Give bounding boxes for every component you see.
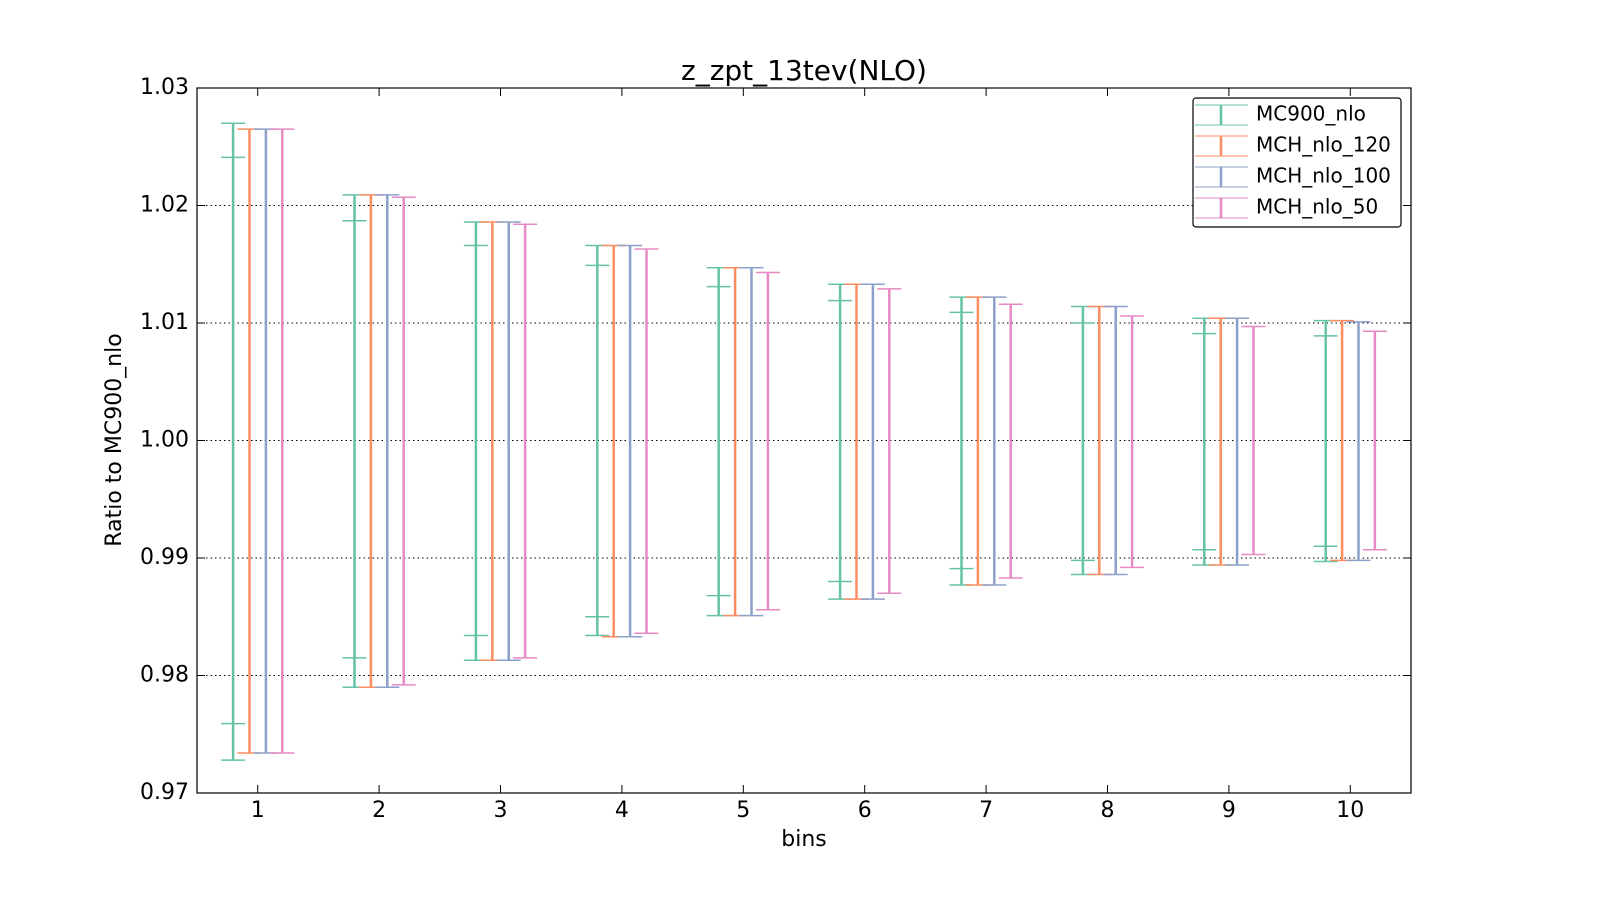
x-tick-label: 7 (979, 798, 993, 823)
x-tick-label: 2 (372, 798, 386, 823)
y-tick-label: 1.00 (140, 428, 189, 453)
x-tick-label: 3 (494, 798, 508, 823)
y-tick-label: 0.97 (140, 780, 189, 805)
x-tick-label: 10 (1336, 798, 1364, 823)
x-tick-label: 9 (1222, 798, 1236, 823)
y-tick-label: 1.02 (140, 193, 189, 218)
legend-label: MCH_nlo_50 (1256, 195, 1378, 219)
x-tick-label: 4 (615, 798, 629, 823)
x-tick-label: 8 (1101, 798, 1115, 823)
x-axis-label: bins (781, 827, 826, 852)
y-tick-label: 1.01 (140, 310, 189, 335)
y-tick-label: 0.98 (140, 663, 189, 688)
plot-frame (196, 87, 1412, 794)
legend-label: MC900_nlo (1256, 102, 1366, 126)
legend-label: MCH_nlo_100 (1256, 164, 1391, 188)
y-axis-label: Ratio to MC900_nlo (102, 333, 127, 546)
legend-label: MCH_nlo_120 (1256, 133, 1391, 157)
x-tick-label: 6 (858, 798, 872, 823)
x-tick-label: 5 (736, 798, 750, 823)
x-tick-label: 1 (251, 798, 265, 823)
y-tick-label: 0.99 (140, 545, 189, 570)
y-tick-label: 1.03 (140, 75, 189, 100)
legend-box (1192, 97, 1402, 228)
chart-title: z_zpt_13tev(NLO) (681, 54, 927, 87)
